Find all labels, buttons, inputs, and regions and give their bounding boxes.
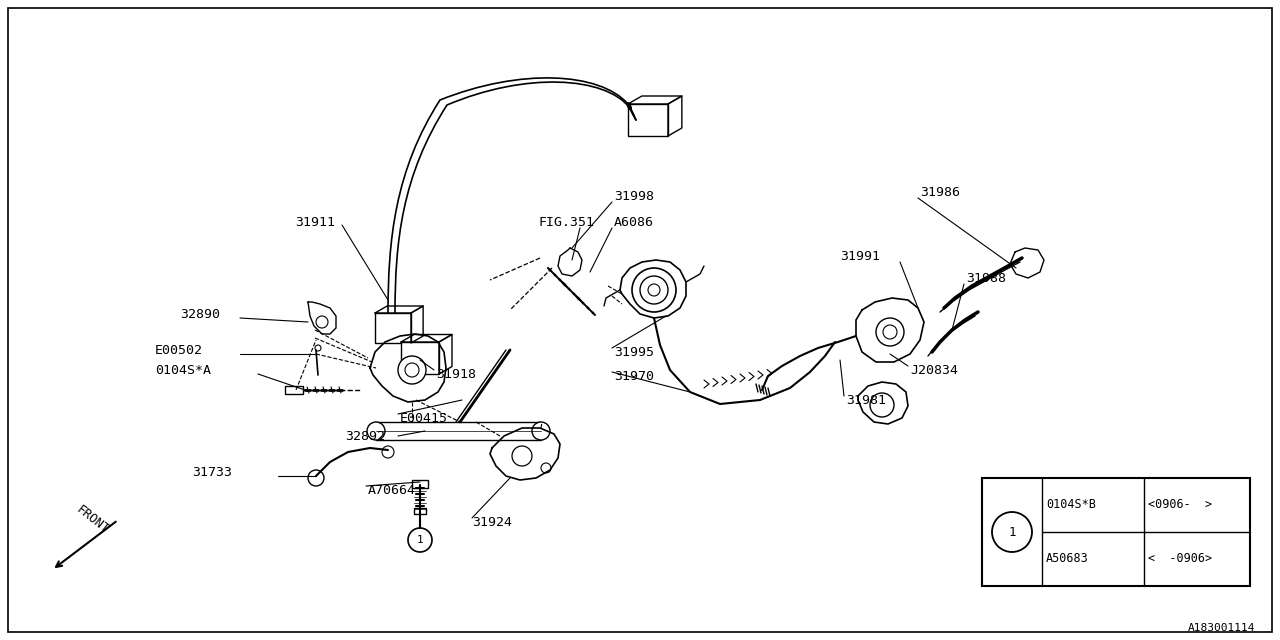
Text: 31998: 31998 [614, 189, 654, 202]
Bar [413, 508, 426, 514]
Circle shape [870, 393, 893, 417]
Circle shape [876, 318, 904, 346]
Text: 31918: 31918 [436, 367, 476, 381]
Circle shape [315, 345, 321, 351]
Circle shape [640, 276, 668, 304]
Text: 31970: 31970 [614, 369, 654, 383]
Bar [628, 104, 668, 136]
Circle shape [512, 446, 532, 466]
Circle shape [367, 422, 385, 440]
Circle shape [648, 284, 660, 296]
Text: <0906-  >: <0906- > [1148, 499, 1212, 511]
Text: 31981: 31981 [846, 394, 886, 406]
Text: 31986: 31986 [920, 186, 960, 198]
Circle shape [532, 422, 550, 440]
Text: 1: 1 [1009, 525, 1016, 538]
Text: A183001114: A183001114 [1188, 623, 1254, 633]
Circle shape [632, 268, 676, 312]
Text: E00415: E00415 [399, 412, 448, 424]
Text: 32890: 32890 [180, 307, 220, 321]
Text: 0104S*B: 0104S*B [1046, 499, 1096, 511]
Bar [982, 478, 1251, 586]
Bar [376, 422, 541, 440]
Circle shape [408, 528, 433, 552]
Text: A70664: A70664 [369, 483, 416, 497]
Text: J20834: J20834 [910, 364, 957, 376]
Text: 31995: 31995 [614, 346, 654, 358]
Bar [401, 342, 439, 374]
Text: 31733: 31733 [192, 465, 232, 479]
Text: 31911: 31911 [294, 216, 335, 228]
Text: 31924: 31924 [472, 515, 512, 529]
Circle shape [883, 325, 897, 339]
Text: FIG.351: FIG.351 [538, 216, 594, 228]
Text: 31988: 31988 [966, 271, 1006, 285]
Text: FRONT: FRONT [74, 503, 111, 536]
Circle shape [992, 512, 1032, 552]
Text: A6086: A6086 [614, 216, 654, 228]
Bar [412, 480, 428, 488]
Circle shape [381, 446, 394, 458]
Circle shape [541, 463, 550, 473]
Circle shape [398, 356, 426, 384]
Circle shape [316, 316, 328, 328]
Text: 32892: 32892 [346, 429, 385, 442]
Text: E00502: E00502 [155, 344, 204, 356]
Bar [285, 386, 303, 394]
Text: 0104S*A: 0104S*A [155, 364, 211, 376]
Text: 1: 1 [416, 535, 424, 545]
Bar [375, 313, 411, 343]
Circle shape [404, 363, 419, 377]
Text: 31991: 31991 [840, 250, 881, 262]
Text: <  -0906>: < -0906> [1148, 552, 1212, 566]
Text: A50683: A50683 [1046, 552, 1089, 566]
Circle shape [308, 470, 324, 486]
